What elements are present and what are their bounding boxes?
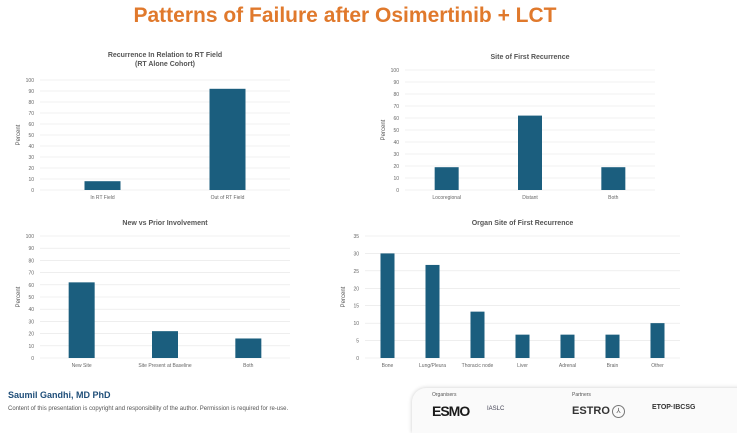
chart-subtitle: (RT Alone Cohort) — [135, 61, 195, 68]
y-axis-label: Percent — [16, 124, 22, 145]
y-tick-label: 20 — [393, 164, 399, 170]
y-tick-label: 80 — [28, 258, 34, 264]
x-tick-label: New Site — [72, 363, 92, 369]
bar — [235, 338, 262, 358]
iaslc-logo: IASLC — [487, 406, 505, 412]
y-tick-label: 60 — [28, 283, 34, 289]
y-axis-label: Percent — [16, 286, 22, 307]
x-tick-label: Adrenal — [559, 363, 576, 369]
y-tick-label: 40 — [28, 307, 34, 313]
y-tick-label: 80 — [28, 100, 34, 106]
bar — [601, 167, 626, 190]
x-tick-label: Other — [651, 363, 664, 369]
esmo-logo: ESMO — [432, 403, 470, 419]
y-tick-label: 100 — [26, 78, 35, 84]
x-tick-label: Thoracic node — [462, 363, 494, 369]
chart-title: Recurrence In Relation to RT Field — [108, 52, 222, 59]
x-tick-label: Both — [608, 195, 619, 201]
y-tick-label: 70 — [28, 111, 34, 117]
y-tick-label: 70 — [28, 271, 34, 277]
y-tick-label: 5 — [356, 339, 359, 345]
bar — [434, 167, 459, 190]
y-tick-label: 20 — [28, 332, 34, 338]
y-tick-label: 90 — [28, 89, 34, 95]
chart-title: New vs Prior Involvement — [122, 220, 208, 227]
y-tick-label: 15 — [353, 304, 359, 310]
estro-logo: ESTRO — [572, 405, 610, 417]
y-tick-label: 50 — [28, 133, 34, 139]
y-tick-label: 100 — [391, 68, 400, 74]
y-tick-label: 60 — [393, 116, 399, 122]
x-tick-label: Out of RT Field — [211, 195, 245, 201]
y-tick-label: 20 — [28, 166, 34, 172]
partners-label: Partners — [572, 392, 591, 398]
chart-organ-site: Organ Site of First Recurrence 0 5 10 15 20 25… — [341, 220, 680, 369]
chart-new-vs-prior: New vs Prior Involvement 0 10 20 30 40 50 60 70 8… — [16, 220, 290, 369]
slide-title: Patterns of Failure after Osimertinib + … — [133, 4, 557, 27]
y-tick-label: 70 — [393, 104, 399, 110]
author-name: Saumil Gandhi, MD PhD — [8, 390, 111, 400]
y-tick-label: 100 — [26, 234, 35, 240]
x-tick-label: Bone — [382, 363, 394, 369]
y-tick-label: 50 — [393, 128, 399, 134]
bar — [515, 334, 530, 358]
chart-rt-field: Recurrence In Relation to RT Field (RT Al… — [16, 52, 290, 201]
y-tick-label: 0 — [31, 188, 34, 194]
bar — [560, 334, 575, 358]
y-tick-label: 0 — [396, 188, 399, 194]
partner-emblem-icon: ⅄ — [612, 405, 625, 418]
y-axis-label: Percent — [381, 119, 387, 140]
y-tick-label: 80 — [393, 92, 399, 98]
bar — [425, 264, 440, 358]
bar — [209, 88, 246, 190]
x-tick-label: Site Present at Baseline — [138, 363, 192, 369]
x-tick-label: Liver — [517, 363, 528, 369]
bar — [380, 253, 395, 358]
bar — [650, 323, 665, 358]
y-tick-label: 30 — [28, 319, 34, 325]
x-tick-label: Locoregional — [432, 195, 461, 201]
x-tick-label: Distant — [522, 195, 538, 201]
bar — [605, 334, 620, 358]
y-tick-label: 90 — [393, 80, 399, 86]
x-tick-label: Lung/Pleura — [419, 363, 446, 369]
copyright-notice: Content of this presentation is copyrigh… — [8, 406, 289, 412]
y-axis-label: Percent — [341, 286, 347, 307]
y-tick-label: 10 — [353, 321, 359, 327]
y-tick-label: 50 — [28, 295, 34, 301]
sponsor-logos: Organisers Partners ESMO IASLC ESTRO ⅄ E… — [412, 388, 737, 433]
y-tick-label: 20 — [353, 286, 359, 292]
chart-site-first-recurrence: Site of First Recurrence 0 10 20 30 40 50 60 70 8… — [381, 54, 655, 201]
y-tick-label: 0 — [356, 356, 359, 362]
y-tick-label: 30 — [393, 152, 399, 158]
y-tick-label: 30 — [353, 251, 359, 257]
bar — [68, 282, 95, 358]
etop-logo: ETOP·IBCSG — [652, 404, 696, 411]
bar — [518, 115, 542, 190]
bar — [152, 331, 178, 358]
x-tick-label: In RT Field — [90, 195, 114, 201]
y-tick-label: 10 — [28, 344, 34, 350]
y-tick-label: 25 — [353, 269, 359, 275]
chart-title: Organ Site of First Recurrence — [472, 220, 574, 227]
bar — [84, 181, 121, 190]
y-tick-label: 30 — [28, 155, 34, 161]
organisers-label: Organisers — [432, 392, 457, 398]
y-tick-label: 90 — [28, 246, 34, 252]
chart-title: Site of First Recurrence — [491, 54, 570, 61]
bar — [470, 311, 485, 358]
y-tick-label: 40 — [393, 140, 399, 146]
y-tick-label: 10 — [393, 176, 399, 182]
y-tick-label: 40 — [28, 144, 34, 150]
x-tick-label: Brain — [607, 363, 619, 369]
y-tick-label: 35 — [353, 234, 359, 240]
y-tick-label: 0 — [31, 356, 34, 362]
y-tick-label: 10 — [28, 177, 34, 183]
y-tick-label: 60 — [28, 122, 34, 128]
x-tick-label: Both — [243, 363, 254, 369]
